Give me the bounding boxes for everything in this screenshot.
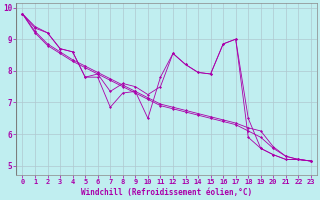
X-axis label: Windchill (Refroidissement éolien,°C): Windchill (Refroidissement éolien,°C) [81, 188, 252, 197]
